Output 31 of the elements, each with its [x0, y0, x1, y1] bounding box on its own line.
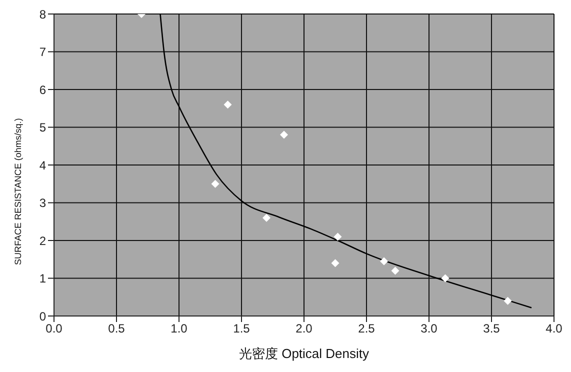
- x-tick-label: 2.5: [358, 322, 376, 336]
- point: [504, 296, 512, 305]
- x-tick-label: 2.0: [296, 322, 313, 336]
- point: [224, 100, 232, 109]
- y-tick-label: 8: [39, 7, 46, 22]
- y-tick-label: 0: [39, 309, 46, 324]
- y-tick-label: 1: [39, 272, 46, 286]
- x-tick-label: 3.5: [483, 322, 500, 336]
- x-tick-label: 4.0: [546, 322, 563, 336]
- x-tick-label: 3.0: [420, 322, 438, 336]
- point: [391, 266, 400, 275]
- point: [441, 274, 450, 282]
- y-tick-label: 4: [39, 158, 46, 172]
- x-tick-label: 1.5: [233, 322, 250, 336]
- point: [380, 257, 388, 266]
- y-axis-title: SURFACE RESISTANCE (ohms/sq.): [13, 118, 24, 265]
- y-tick-label: 2: [39, 234, 46, 248]
- y-tick-label: 5: [39, 120, 46, 135]
- x-tick-label: 1.0: [170, 322, 188, 336]
- y-tick-label: 3: [39, 196, 46, 210]
- point: [280, 130, 288, 139]
- point: [211, 180, 220, 188]
- x-axis-title: 光密度 Optical Density: [238, 346, 370, 361]
- point: [262, 214, 270, 222]
- point: [331, 259, 340, 268]
- point: [334, 232, 342, 241]
- x-tick-label: 0.0: [46, 322, 63, 336]
- line-series: [160, 14, 532, 308]
- x-tick-label: 0.5: [108, 322, 126, 336]
- y-tick-label: 6: [39, 82, 46, 97]
- y-tick-label: 7: [39, 45, 46, 60]
